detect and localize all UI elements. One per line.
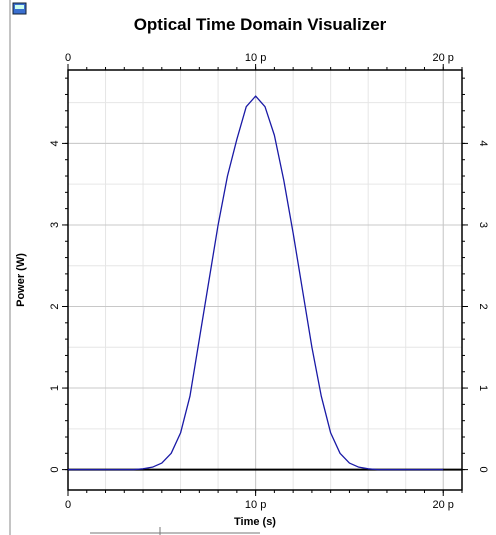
- y-axis-label: Power (W): [15, 253, 27, 307]
- x-tick-label: 0: [65, 499, 71, 511]
- x-tick-label-top: 20 p: [433, 52, 454, 64]
- y-tick-label-right: 3: [477, 222, 489, 228]
- x-tick-label-top: 10 p: [245, 52, 266, 64]
- app-icon: [12, 2, 27, 15]
- x-axis-label: Time (s): [234, 516, 276, 528]
- y-tick-label-right: 1: [477, 385, 489, 391]
- x-tick-label-top: 0: [65, 52, 71, 64]
- y-tick-label: 3: [49, 222, 61, 228]
- plot-area: [68, 70, 462, 490]
- plot-frame: [67, 69, 463, 491]
- y-tick-label: 1: [49, 385, 61, 391]
- y-tick-label: 4: [49, 140, 61, 146]
- chart-title: Optical Time Domain Visualizer: [134, 15, 387, 34]
- x-tick-label: 10 p: [245, 499, 266, 511]
- y-tick-label: 2: [49, 303, 61, 309]
- y-tick-label-right: 0: [477, 467, 489, 473]
- y-tick-label-right: 4: [477, 140, 489, 146]
- y-tick-label: 0: [49, 467, 61, 473]
- bottom-tabs: [90, 527, 260, 535]
- series-line: [68, 95, 444, 471]
- x-tick-label: 20 p: [433, 499, 454, 511]
- y-tick-label-right: 2: [477, 303, 489, 309]
